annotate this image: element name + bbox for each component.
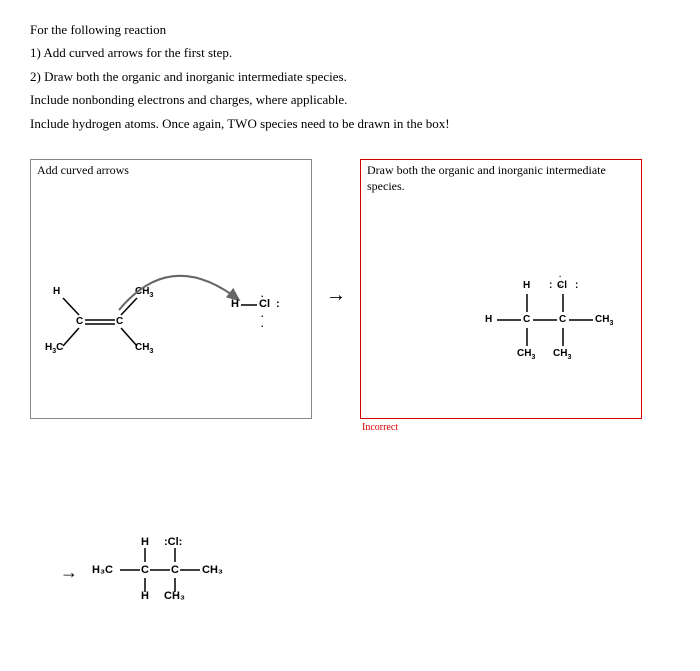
atom-H: H [53,286,60,297]
atom-C1: C [523,314,530,325]
hcl-dots-top: . . [261,289,264,309]
b-CH3r: CH₃ [202,564,223,576]
hcl-dots-bot: . . [261,309,264,329]
atom-CH3-br: CH3 [553,348,571,361]
instruction-line: For the following reaction [30,18,670,41]
right-panel[interactable]: Draw both the organic and inorganic inte… [360,159,642,419]
instructions-block: For the following reaction 1) Add curved… [30,18,670,135]
hcl-dots-right: : [276,298,280,310]
atom-H-left: H [485,314,492,325]
panels-row: Add curved arrows H CH3 C [30,159,670,433]
hcl-H: H [231,298,239,310]
left-panel[interactable]: Add curved arrows H CH3 C [30,159,312,419]
reaction-arrow-icon: → [326,284,346,307]
b-Cl-top: :Cl: [164,536,182,548]
atom-CH3-bl: CH3 [517,348,535,361]
b-C2: C [171,564,179,576]
atom-CH3-right: CH3 [595,314,613,327]
b-C1: C [141,564,149,576]
instruction-line: Include hydrogen atoms. Once again, TWO … [30,112,670,135]
b-H3C: H₃C [92,564,113,576]
atom-Cl-colon-l: : [549,280,552,291]
b-CH3-bot: CH₃ [164,590,185,602]
instruction-line: 1) Add curved arrows for the first step. [30,41,670,64]
atom-CH3-bot: CH3 [135,342,153,355]
atom-C1: C [76,316,83,327]
right-structure-area[interactable]: H C C CH3 H : Cl : . . CH3 CH3 [361,160,641,418]
left-structure-area[interactable]: H CH3 C C H3C CH3 [31,160,311,418]
instruction-line: 2) Draw both the organic and inorganic i… [30,65,670,88]
bottom-arrow-icon: → [60,562,78,583]
instruction-line: Include nonbonding electrons and charges… [30,88,670,111]
atom-H3C: H3C [45,342,63,355]
atom-H-top: H [523,280,530,291]
atom-Cl-dots-top: . . [559,270,561,288]
feedback-text: Incorrect [362,422,642,433]
atom-Cl-colon-r: : [575,280,578,291]
b-H-bot: H [141,590,149,602]
b-H-top: H [141,536,149,548]
atom-C2: C [559,314,566,325]
